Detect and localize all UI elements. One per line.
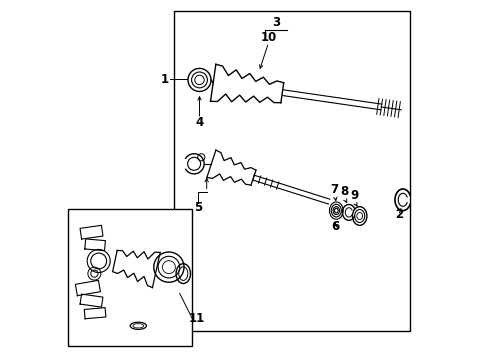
Text: 2: 2 bbox=[394, 208, 403, 221]
Text: 7: 7 bbox=[330, 183, 338, 196]
Text: 11: 11 bbox=[188, 312, 204, 325]
Text: 6: 6 bbox=[331, 220, 339, 233]
Bar bbox=[68, 209, 192, 346]
Text: 10: 10 bbox=[260, 31, 276, 44]
Text: 3: 3 bbox=[271, 16, 280, 29]
Text: 8: 8 bbox=[340, 185, 348, 198]
Text: 1: 1 bbox=[160, 73, 168, 86]
Bar bbox=[174, 11, 409, 331]
Text: 4: 4 bbox=[195, 116, 203, 129]
Text: 9: 9 bbox=[350, 189, 358, 202]
Text: 5: 5 bbox=[193, 201, 202, 213]
